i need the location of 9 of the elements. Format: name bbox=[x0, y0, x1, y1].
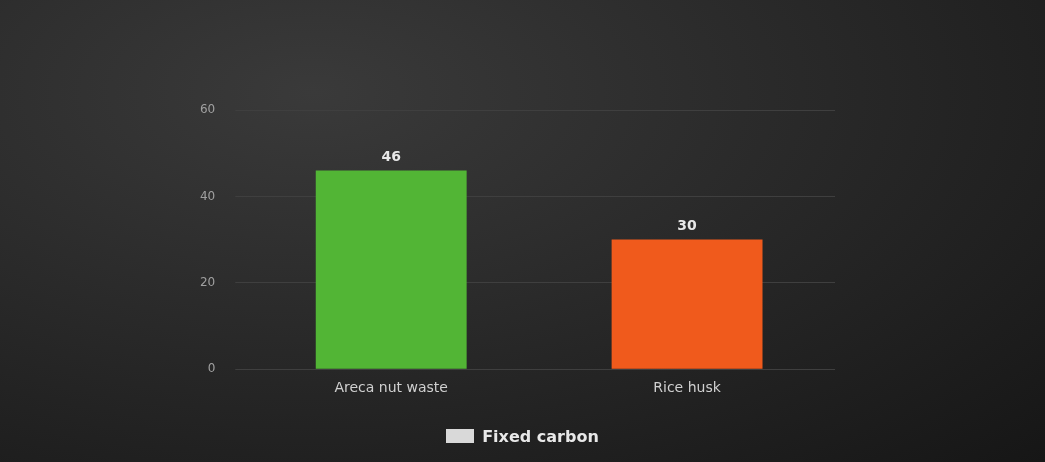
y-tick-label: 60 bbox=[199, 102, 216, 117]
y-tick-label: 20 bbox=[199, 274, 216, 289]
y-tick-label: 0 bbox=[207, 361, 216, 376]
text: Fixed carbon bbox=[482, 426, 599, 446]
y-tick-label: 40 bbox=[199, 188, 216, 203]
data-label: 30 bbox=[677, 217, 698, 234]
x-tick-label: Areca nut waste bbox=[334, 379, 448, 396]
x-tick-label: Rice husk bbox=[653, 379, 722, 396]
data-label: 46 bbox=[381, 148, 401, 165]
